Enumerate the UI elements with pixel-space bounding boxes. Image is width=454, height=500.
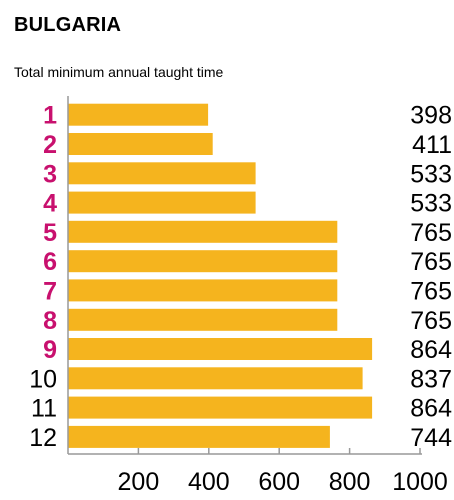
x-tick-label: 400 (188, 468, 230, 496)
x-tick-label: 200 (118, 468, 160, 496)
grade-label: 3 (43, 160, 57, 188)
value-label: 411 (412, 131, 452, 159)
value-label: 864 (410, 336, 452, 364)
grade-label: 1 (43, 102, 57, 130)
chart-title: BULGARIA (14, 14, 122, 36)
grade-label: 7 (43, 277, 57, 305)
grade-label: 10 (29, 365, 57, 393)
value-label: 765 (410, 277, 452, 305)
bar-grade-7 (68, 279, 338, 302)
bar-grade-10 (68, 367, 363, 390)
x-tick-label: 1000 (392, 468, 448, 496)
bar-grade-8 (68, 308, 338, 331)
bar-grade-5 (68, 220, 338, 243)
bar-grade-1 (68, 103, 209, 126)
bar-grade-4 (68, 191, 256, 214)
value-label: 765 (410, 219, 452, 247)
bar-grade-12 (68, 425, 330, 448)
bars-layer (68, 103, 373, 448)
value-label: 398 (410, 102, 452, 130)
grade-label: 4 (43, 190, 57, 218)
value-label: 864 (410, 395, 452, 423)
grade-label: 5 (43, 219, 57, 247)
value-label: 765 (410, 248, 452, 276)
bar-grade-9 (68, 338, 373, 360)
value-label: 744 (410, 424, 452, 452)
value-label: 533 (410, 190, 452, 218)
bar-grade-3 (68, 162, 256, 185)
bar-grade-11 (68, 396, 373, 419)
x-ticks-layer: 200 400 600 800 1000 (118, 448, 448, 496)
value-label: 837 (410, 365, 452, 393)
chart-subtitle: Total minimum annual taught time (14, 64, 224, 80)
bar-grade-2 (68, 133, 213, 155)
bar-grade-6 (68, 250, 338, 273)
grade-label: 9 (43, 336, 57, 364)
grade-label: 2 (43, 131, 57, 159)
x-tick-label: 800 (329, 468, 371, 496)
x-tick-label: 600 (258, 468, 300, 496)
grade-label: 12 (29, 424, 57, 452)
value-label: 533 (410, 160, 452, 188)
grade-label: 11 (31, 395, 57, 423)
grade-label: 6 (43, 248, 57, 276)
grade-label: 8 (43, 307, 57, 335)
value-label: 765 (410, 307, 452, 335)
